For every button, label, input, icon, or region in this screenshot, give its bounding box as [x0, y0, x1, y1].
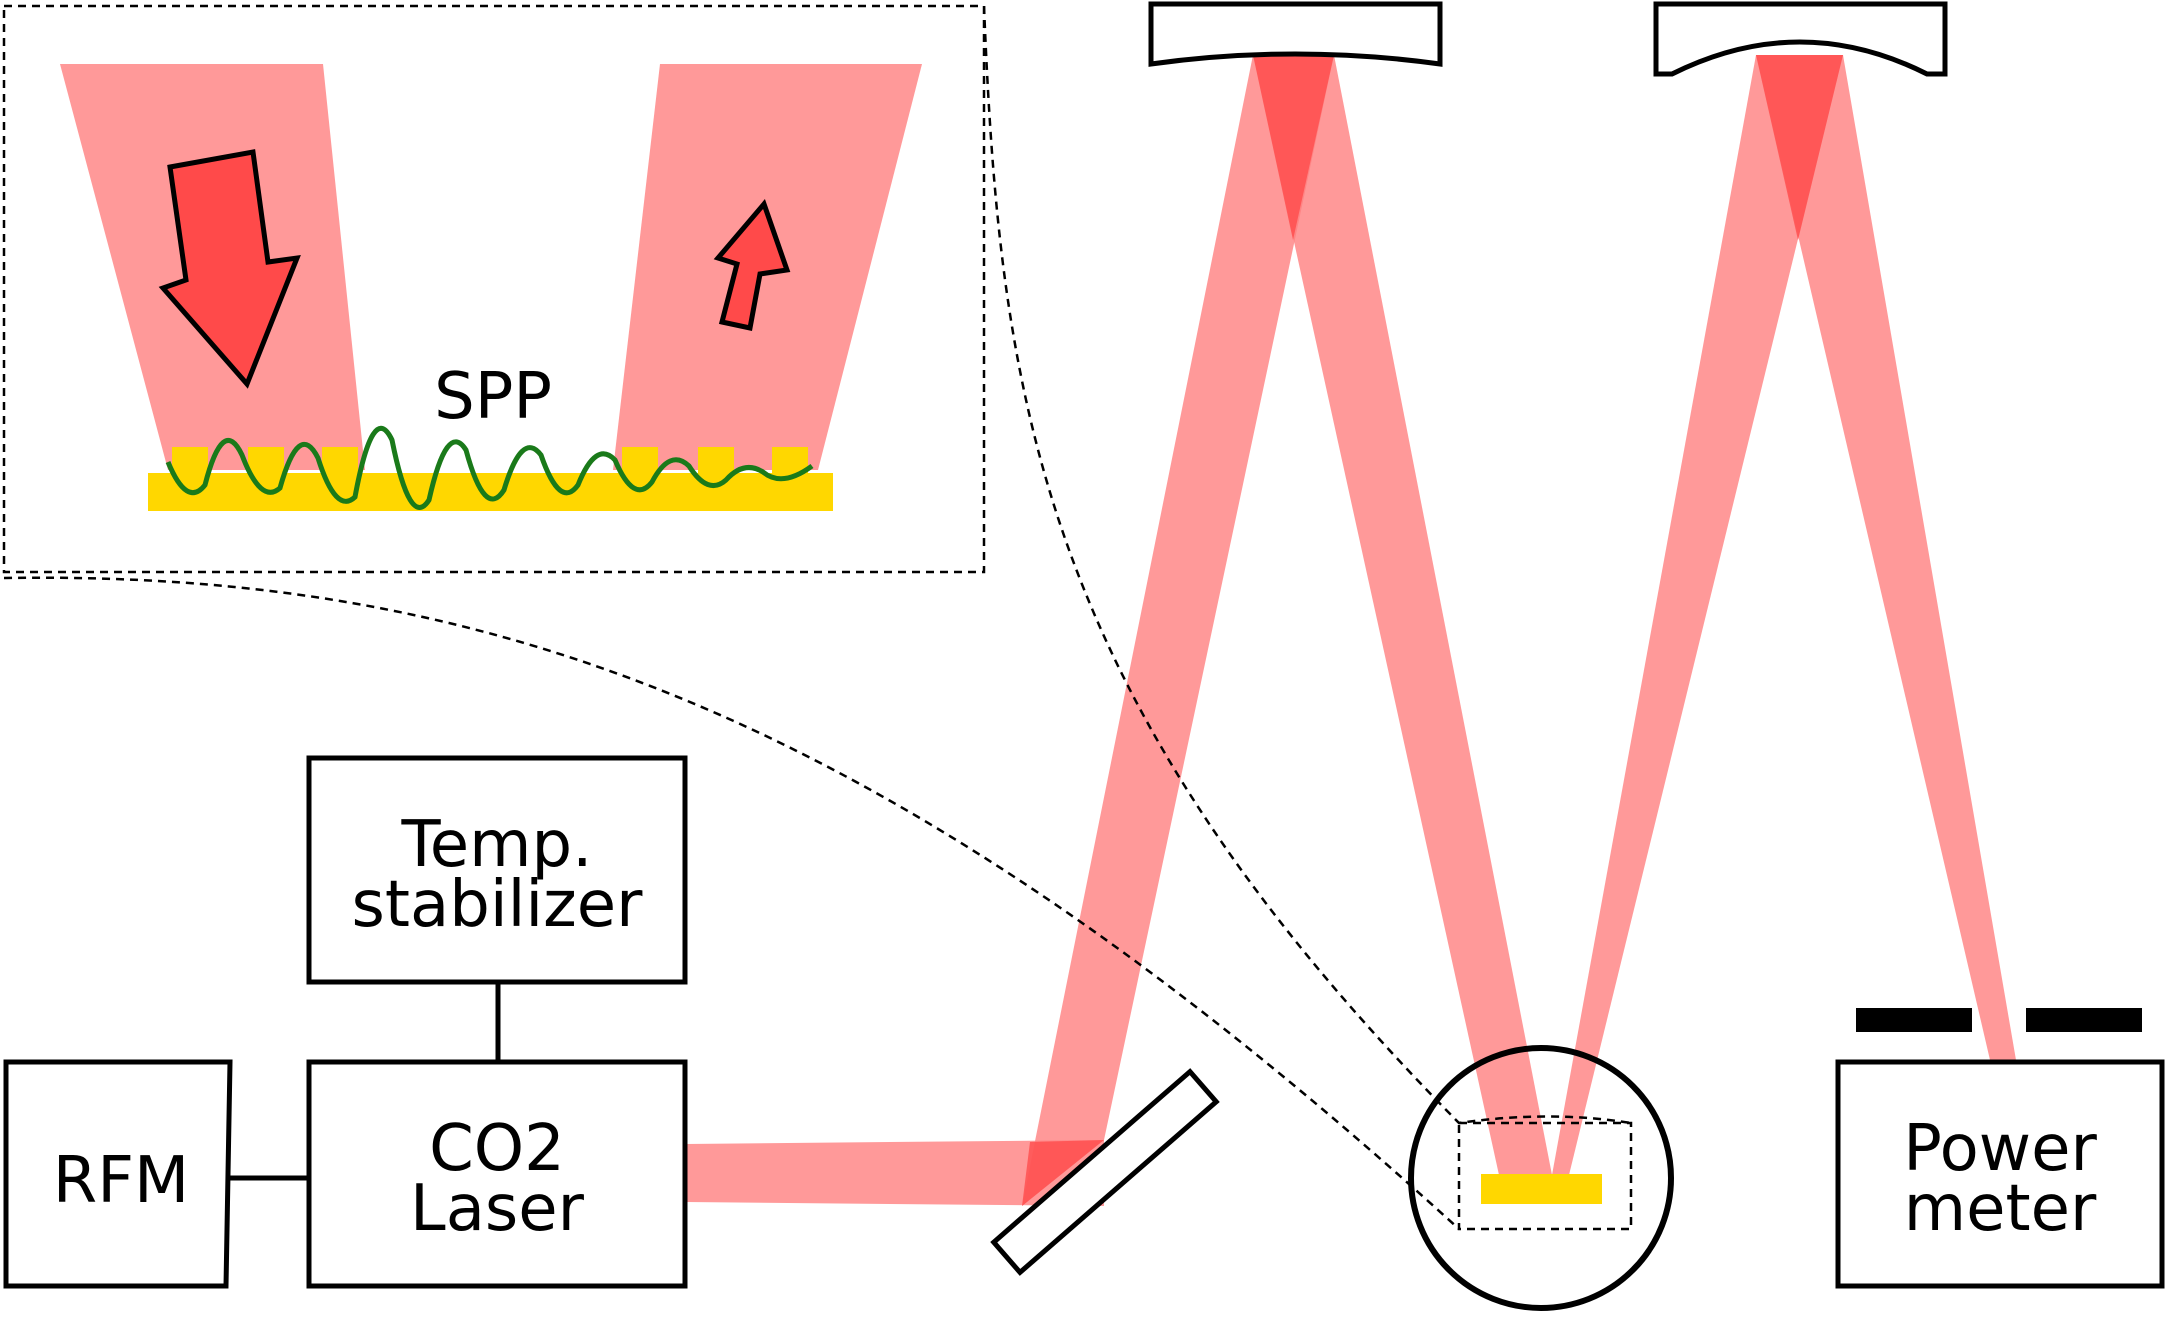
temp-stabilizer-label-line1: Temp. — [401, 808, 593, 882]
concave-mirror-2 — [1653, 1, 1948, 77]
beam-overlap-mirror-1 — [1253, 55, 1334, 240]
power-meter-label-line2: meter — [1904, 1172, 2097, 1246]
connection-lines — [230, 982, 501, 1181]
sample-chip — [1481, 1174, 1602, 1204]
rfm-label: RFM — [53, 1144, 190, 1218]
rfm-box — [3, 1059, 233, 1289]
sample-chamber — [1408, 1045, 1674, 1311]
spp-inset: SPP — [2, 4, 986, 574]
aperture-left — [1856, 1008, 1972, 1032]
zoom-connector-bottom — [3, 576, 1460, 1230]
spp-label: SPP — [434, 360, 552, 434]
temp-stabilizer: Temp. stabilizer — [306, 755, 688, 985]
co2-laser: CO2 Laser — [306, 1059, 688, 1289]
beam-to-mirror-1 — [1022, 55, 1334, 1206]
laser-output-beam — [686, 1140, 1104, 1206]
beam-sample-to-mirror-2 — [1552, 55, 1843, 1175]
zoom-connector-top — [982, 5, 1632, 1125]
power-meter-label-line1: Power — [1903, 1112, 2097, 1186]
beam-overlap-mirror-2 — [1756, 55, 1843, 240]
beam-mirror-1-to-sample — [1253, 55, 1552, 1175]
power-meter-box — [1835, 1059, 2165, 1289]
co2-laser-label-line1: CO2 — [429, 1112, 565, 1186]
spp-wave — [165, 425, 814, 510]
zoom-connectors — [3, 5, 1632, 1230]
power-meter: Power meter — [1835, 1008, 2165, 1289]
beam-mirror-2-to-power-meter — [1756, 55, 2016, 1060]
sample-cell — [1408, 1045, 1674, 1311]
beam-path — [686, 55, 2016, 1206]
temp-stabilizer-label-line2: stabilizer — [352, 868, 644, 942]
grating-teeth — [172, 447, 808, 475]
concave-mirror-1 — [1148, 1, 1443, 67]
temp-stabilizer-box — [306, 755, 688, 985]
sample-zoom-region — [1457, 1121, 1633, 1231]
rfm: RFM — [3, 1059, 233, 1289]
co2-laser-box — [306, 1059, 688, 1289]
reflected-arrow — [713, 199, 791, 331]
incident-arrow — [158, 149, 301, 389]
beam-overlap-fold — [1022, 1140, 1104, 1206]
aperture-right — [2026, 1008, 2142, 1032]
co2-laser-label-line2: Laser — [410, 1172, 585, 1246]
flat-mirror — [990, 1068, 1220, 1276]
